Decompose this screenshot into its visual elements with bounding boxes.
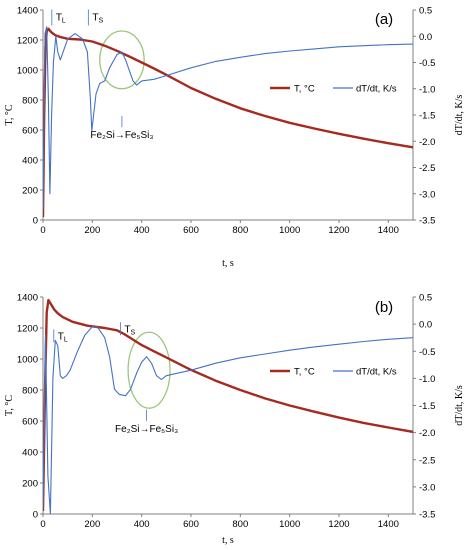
panel-b-y-left-tick-label: 200: [22, 479, 38, 490]
panel-a-x-tick-label: 1000: [279, 225, 300, 236]
panel-b-y-right-tick-label: -1.5: [419, 401, 435, 412]
panel-a-label: (a): [375, 11, 393, 28]
panel-a-y-left-tick-label: 800: [22, 96, 38, 107]
panel-a-y-left-tick-label: 1200: [17, 36, 38, 47]
panel-a-annotation-main: T: [56, 13, 62, 24]
panel-b-y-right-tick-label: -0.5: [419, 347, 435, 358]
panel-a-y-left-tick-label: 600: [22, 126, 38, 137]
panel-a-y-right-tick-label: 0.5: [419, 6, 432, 17]
panel-b-y-left-tick-label: 1200: [17, 324, 38, 335]
panel-a-x-tick-label: 200: [84, 225, 100, 236]
panel-b-annotation-0: TL: [58, 331, 68, 343]
panel-b-y-right-tick-label: -1.0: [419, 374, 435, 385]
panel-b-annotation-sub: S: [131, 329, 136, 336]
panel-b-y-right-axis-label: dT/dt, K/s: [454, 385, 465, 426]
panel-b-transition-ellipse: [127, 331, 171, 409]
panel-a-y-right-tick-label: -2.0: [419, 137, 435, 148]
panel-b-x-tick-label: 400: [134, 519, 150, 530]
panel-a-transition-ellipse: [99, 30, 145, 90]
panel-a-y-right-tick-label: -0.5: [419, 58, 435, 69]
panel-a-transition-label: Fe₂Si→Fe₅Si₃: [90, 130, 153, 141]
panel-a-y-left-tick-label: 1400: [17, 6, 38, 17]
panel-a-temperature-line: [43, 27, 413, 218]
panel-a-annotation-0: TL: [56, 13, 66, 25]
panel-b-annotation-sub: L: [64, 336, 68, 343]
panel-b-y-right-tick-label: 0.5: [419, 293, 432, 304]
panel-b-x-tick-label: 0: [40, 519, 45, 530]
panel-b-legend-rate-label: dT/dt, K/s: [356, 367, 397, 378]
panel-a-y-left-axis-label: T, °C: [4, 104, 15, 125]
panel-b-y-right-tick-label: -3.5: [419, 510, 435, 521]
panel-a-x-axis-label: t, s: [222, 258, 234, 269]
panel-a-annotation-sub: S: [98, 18, 103, 25]
panel-b-y-right-tick-label: -2.0: [419, 428, 435, 439]
panel-a-annotation-sub: L: [62, 18, 66, 25]
panel-b-annotation-main: T: [58, 331, 64, 342]
panel-b-y-left-axis-label: T, °C: [4, 395, 15, 416]
panel-b-y-right-tick-label: -3.0: [419, 482, 435, 493]
panel-b-y-right-tick-label: -2.5: [419, 455, 435, 466]
panel-b-annotation-main: T: [124, 324, 130, 335]
panel-b-x-tick-label: 800: [232, 519, 248, 530]
panel-b-y-left-tick-label: 1400: [17, 293, 38, 304]
panel-a-legend-rate-label: dT/dt, K/s: [356, 84, 397, 95]
panel-a-y-right-tick-label: -3.5: [419, 216, 435, 227]
panel-b-temperature-line: [43, 298, 413, 511]
panel-a-x-tick-label: 600: [183, 225, 199, 236]
panel-b-y-left-tick-label: 1000: [17, 355, 38, 366]
panel-a-x-tick-label: 1400: [378, 225, 399, 236]
panel-a-y-right-tick-label: -1.5: [419, 111, 435, 122]
panel-b-y-left-tick-label: 0: [33, 510, 38, 521]
panel-a-x-tick-label: 1200: [328, 225, 349, 236]
panel-a-y-left-tick-label: 200: [22, 186, 38, 197]
panel-b-legend-temperature-label: T, °C: [294, 367, 315, 378]
panel-a-y-right-tick-label: 0.0: [419, 32, 432, 43]
panel-b-transition-label: Fe₂Si→Fe₅Si₃: [115, 424, 178, 435]
panel-b-x-tick-label: 1400: [378, 519, 399, 530]
panel-a-y-right-tick-label: -1.0: [419, 84, 435, 95]
panel-b-annotation-1: TS: [124, 324, 135, 336]
panel-a-y-right-tick-label: -3.0: [419, 189, 435, 200]
panel-a-x-tick-label: 400: [134, 225, 150, 236]
panel-a-cooling-rate-line: [43, 26, 413, 210]
panel-a-y-left-tick-label: 1000: [17, 66, 38, 77]
panel-b-cooling-rate-line: [43, 326, 413, 514]
panel-a-annotation-1: TS: [92, 13, 103, 25]
panel-a-y-right-axis-label: dT/dt, K/s: [454, 95, 465, 136]
panel-a-x-tick-label: 0: [40, 225, 45, 236]
panel-b-y-left-tick-label: 600: [22, 417, 38, 428]
panel-a-y-left-tick-label: 400: [22, 156, 38, 167]
panel-a-y-left-tick-label: 0: [33, 216, 38, 227]
panel-a-annotation-main: T: [92, 13, 98, 24]
panel-b-label: (b): [375, 299, 393, 316]
panel-b-y-right-tick-label: 0.0: [419, 320, 432, 331]
panel-b-x-tick-label: 1000: [279, 519, 300, 530]
panel-a-y-right-tick-label: -2.5: [419, 163, 435, 174]
panel-a-x-tick-label: 800: [232, 225, 248, 236]
panel-a-legend-temperature-label: T, °C: [294, 84, 315, 95]
panel-b-x-tick-label: 1200: [328, 519, 349, 530]
panel-b-x-tick-label: 200: [84, 519, 100, 530]
panel-b-y-left-tick-label: 400: [22, 448, 38, 459]
panel-b-y-left-tick-label: 800: [22, 386, 38, 397]
panel-b-x-tick-label: 600: [183, 519, 199, 530]
panel-b-x-axis-label: t, s: [222, 535, 234, 546]
